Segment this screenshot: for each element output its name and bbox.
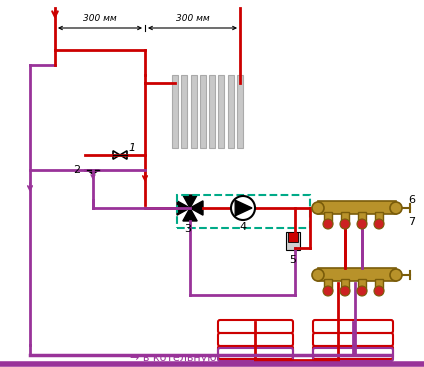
Bar <box>324 212 332 224</box>
Polygon shape <box>190 201 203 215</box>
Circle shape <box>340 286 350 296</box>
Polygon shape <box>120 151 127 159</box>
Circle shape <box>390 202 402 214</box>
Bar <box>318 201 396 214</box>
Polygon shape <box>113 151 120 159</box>
Circle shape <box>374 286 384 296</box>
Polygon shape <box>177 201 190 215</box>
Bar <box>200 75 206 148</box>
Circle shape <box>357 219 367 229</box>
Bar <box>181 75 187 148</box>
Text: 7: 7 <box>408 217 415 227</box>
Text: 2: 2 <box>73 165 80 175</box>
Bar <box>358 212 366 224</box>
Bar <box>237 75 243 148</box>
Bar <box>177 195 310 228</box>
Text: 4: 4 <box>240 222 247 232</box>
Bar <box>341 279 349 291</box>
Circle shape <box>357 286 367 296</box>
Circle shape <box>323 286 333 296</box>
Text: 3: 3 <box>184 224 192 234</box>
Circle shape <box>312 269 324 281</box>
Text: 6: 6 <box>408 195 415 205</box>
Polygon shape <box>235 200 252 216</box>
Bar <box>172 75 178 148</box>
Bar <box>324 279 332 291</box>
Text: → в котельную: → в котельную <box>130 353 217 363</box>
Text: 1: 1 <box>128 143 135 153</box>
Circle shape <box>374 219 384 229</box>
Polygon shape <box>183 208 197 221</box>
Circle shape <box>231 196 255 220</box>
Bar <box>190 75 197 148</box>
Text: 300 мм: 300 мм <box>176 14 209 23</box>
Polygon shape <box>87 170 99 174</box>
Polygon shape <box>183 195 197 208</box>
Bar <box>228 75 234 148</box>
Bar <box>375 212 383 224</box>
Text: 300 мм: 300 мм <box>83 14 117 23</box>
Bar <box>218 75 224 148</box>
Circle shape <box>390 269 402 281</box>
Bar <box>209 75 215 148</box>
Text: 5: 5 <box>290 255 296 265</box>
Bar <box>318 268 396 281</box>
Circle shape <box>340 219 350 229</box>
Bar <box>358 279 366 291</box>
Bar <box>288 232 298 242</box>
Bar <box>375 279 383 291</box>
Circle shape <box>323 219 333 229</box>
Bar <box>341 212 349 224</box>
Bar <box>286 232 300 250</box>
Circle shape <box>312 202 324 214</box>
